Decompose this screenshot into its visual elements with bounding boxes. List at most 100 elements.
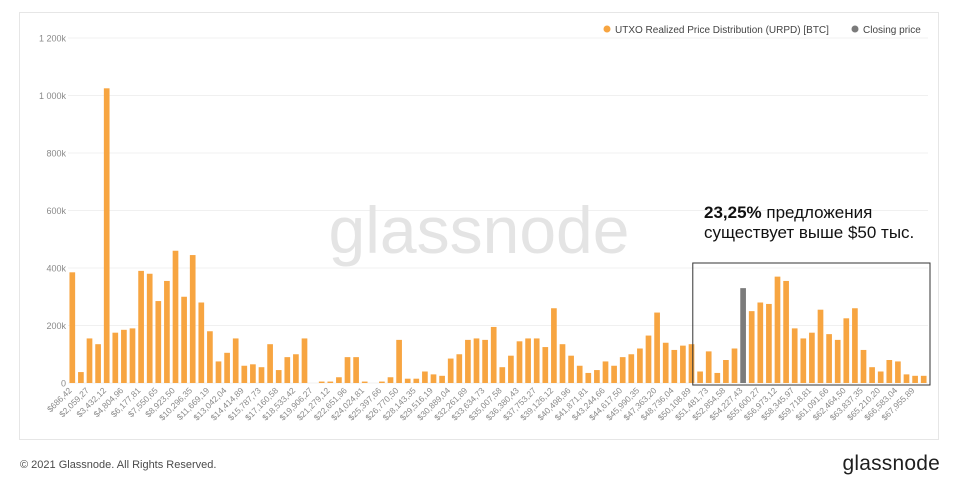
urpd-bar[interactable] [327,381,334,383]
urpd-bar[interactable] [189,255,196,383]
closing-price-bar[interactable] [740,288,746,384]
urpd-bar[interactable] [422,371,428,384]
urpd-bar[interactable] [757,302,764,384]
urpd-bar[interactable] [284,357,291,384]
urpd-bar[interactable] [869,367,875,383]
urpd-bar[interactable] [473,338,480,383]
urpd-bar[interactable] [508,355,514,383]
urpd-bar[interactable] [241,365,248,383]
urpd-bar[interactable] [164,280,170,383]
urpd-bar[interactable] [404,378,411,383]
urpd-bar[interactable] [542,347,549,383]
urpd-bar[interactable] [336,377,342,383]
urpd-bar[interactable] [95,344,101,383]
urpd-bar[interactable] [533,338,540,383]
urpd-bar[interactable] [293,354,299,383]
urpd-bar[interactable] [267,344,273,383]
urpd-bar[interactable] [379,381,385,383]
urpd-bar[interactable] [215,361,222,383]
urpd-bar[interactable] [680,345,686,384]
urpd-bar[interactable] [387,377,394,383]
urpd-bar[interactable] [207,331,213,383]
glassnode-logo[interactable]: glassnode [842,452,940,475]
urpd-bar[interactable] [447,358,454,383]
urpd-bar[interactable] [129,328,136,384]
urpd-bar[interactable] [181,296,187,383]
urpd-bar[interactable] [748,311,755,384]
urpd-bar[interactable] [551,308,557,383]
urpd-bar[interactable] [912,375,918,383]
urpd-bar[interactable] [439,375,445,383]
urpd-bar[interactable] [301,338,308,383]
urpd-bar[interactable] [766,303,772,383]
urpd-bar[interactable] [146,273,153,383]
urpd-bar[interactable] [198,302,205,384]
urpd-bar[interactable] [619,357,626,384]
urpd-bar[interactable] [568,355,574,383]
urpd-bar[interactable] [396,339,402,384]
urpd-bar[interactable] [112,332,119,383]
urpd-bar[interactable] [250,364,256,383]
urpd-bar[interactable] [103,88,110,383]
urpd-bar[interactable] [258,367,265,383]
urpd-bar[interactable] [465,339,471,384]
urpd-bar[interactable] [456,354,463,383]
urpd-bar[interactable] [628,354,635,383]
urpd-bar[interactable] [232,338,239,383]
urpd-bar[interactable] [490,326,497,383]
urpd-bar[interactable] [817,309,824,383]
urpd-bar[interactable] [78,372,84,383]
urpd-bar[interactable] [430,374,437,384]
urpd-bar[interactable] [800,338,807,383]
urpd-bar[interactable] [559,344,566,383]
urpd-bar[interactable] [172,250,179,383]
urpd-bar[interactable] [645,335,652,383]
urpd-bar[interactable] [826,334,832,384]
urpd-bar[interactable] [877,371,884,384]
urpd-bar[interactable] [361,381,368,383]
urpd-bar[interactable] [344,357,351,384]
urpd-bar[interactable] [688,344,695,383]
urpd-bar[interactable] [895,361,901,383]
urpd-bar[interactable] [318,381,325,383]
urpd-bar[interactable] [697,371,703,384]
urpd-bar[interactable] [594,370,600,383]
urpd-bar[interactable] [723,360,729,383]
urpd-bar[interactable] [138,270,144,384]
y-tick-label: 0 [61,379,66,389]
urpd-bar[interactable] [69,272,76,383]
urpd-bar[interactable] [662,342,669,383]
urpd-bar[interactable] [791,328,798,384]
urpd-bar[interactable] [731,348,738,384]
urpd-bar[interactable] [413,378,420,383]
urpd-bar[interactable] [86,338,93,383]
urpd-bar[interactable] [705,351,712,384]
urpd-bar[interactable] [525,338,531,383]
urpd-bar[interactable] [654,312,660,383]
urpd-bar[interactable] [714,372,721,383]
urpd-bar[interactable] [920,375,927,383]
urpd-bar[interactable] [834,339,841,384]
urpd-bar[interactable] [353,357,359,384]
urpd-bar[interactable] [774,276,781,384]
urpd-bar[interactable] [275,370,282,383]
urpd-bar[interactable] [843,318,850,383]
urpd-bar[interactable] [155,301,162,383]
urpd-bar[interactable] [783,280,789,383]
urpd-bar[interactable] [516,341,523,383]
urpd-bar[interactable] [585,372,592,383]
urpd-bar[interactable] [809,332,815,383]
urpd-bar[interactable] [576,365,583,383]
urpd-bar[interactable] [121,329,127,383]
urpd-bar[interactable] [886,360,893,383]
urpd-bar[interactable] [852,308,858,383]
urpd-bar[interactable] [637,348,643,384]
urpd-bar[interactable] [671,349,678,383]
urpd-bar[interactable] [903,374,910,384]
urpd-bar[interactable] [482,339,488,384]
urpd-bar[interactable] [860,349,867,383]
urpd-bar[interactable] [224,352,230,383]
urpd-bar[interactable] [611,365,617,383]
urpd-bar[interactable] [499,367,506,383]
urpd-bar[interactable] [602,361,609,383]
